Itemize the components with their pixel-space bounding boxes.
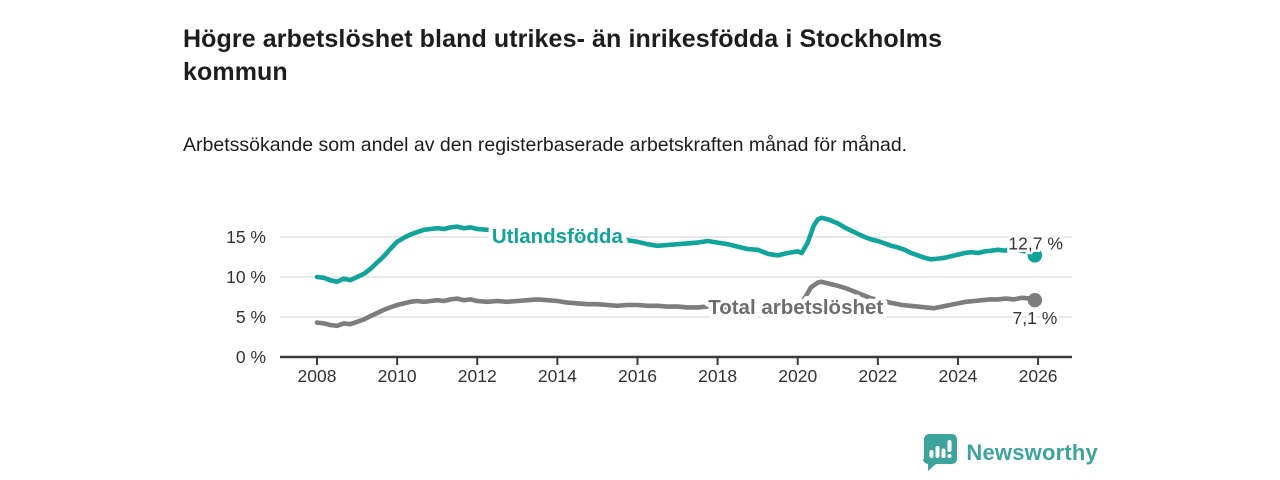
end-dot-total	[1027, 293, 1043, 308]
x-tick-label-2012: 2012	[458, 366, 497, 386]
end-value-label-total: 7,1 %	[1013, 308, 1058, 328]
newsworthy-logo[interactable]: Newsworthy	[923, 434, 1098, 472]
series-line-utlandsfodda	[314, 215, 1038, 285]
bar-1	[929, 450, 934, 458]
y-tick-label-0: 0 %	[236, 347, 266, 367]
page-title: Högre arbetslöshet bland utrikes- än inr…	[183, 24, 943, 86]
end-value-label-utlandsfodda: 12,7 %	[1008, 233, 1062, 253]
newsworthy-wordmark: Newsworthy	[966, 440, 1098, 465]
x-tick-label-2016: 2016	[618, 366, 657, 386]
chart-subtitle: Arbetssökande som andel av den registerb…	[183, 133, 908, 156]
bar-2	[935, 446, 940, 458]
x-tick-label-2024: 2024	[938, 366, 977, 386]
series-line-total	[314, 279, 1038, 329]
x-tick-label-2014: 2014	[538, 366, 577, 386]
series-label-total: Total arbetslöshet	[708, 296, 883, 319]
newsworthy-icon	[923, 434, 958, 471]
y-tick-label-15: 15 %	[226, 227, 266, 247]
speech-bubble-shape	[923, 434, 958, 471]
series-label-utlandsfodda: Utlandsfödda	[492, 225, 624, 248]
x-tick-label-2026: 2026	[1019, 366, 1058, 386]
end-dot-utlandsfodda	[1027, 248, 1043, 263]
unemployment-line-chart: 0 % 5 % 10 % 15 % 2008 2010 2012 2014 2016 2018 20…	[226, 215, 1072, 386]
exclamation-dot	[947, 453, 953, 459]
y-tick-label-10: 10 %	[226, 267, 266, 287]
exclamation-bar	[947, 440, 952, 452]
x-tick-label-2022: 2022	[858, 366, 897, 386]
y-tick-label-5: 5 %	[236, 307, 266, 327]
x-tick-label-2020: 2020	[778, 366, 817, 386]
x-tick-label-2018: 2018	[698, 366, 737, 386]
bar-3	[941, 448, 946, 458]
x-tick-label-2010: 2010	[378, 366, 417, 386]
x-tick-label-2008: 2008	[298, 366, 337, 386]
